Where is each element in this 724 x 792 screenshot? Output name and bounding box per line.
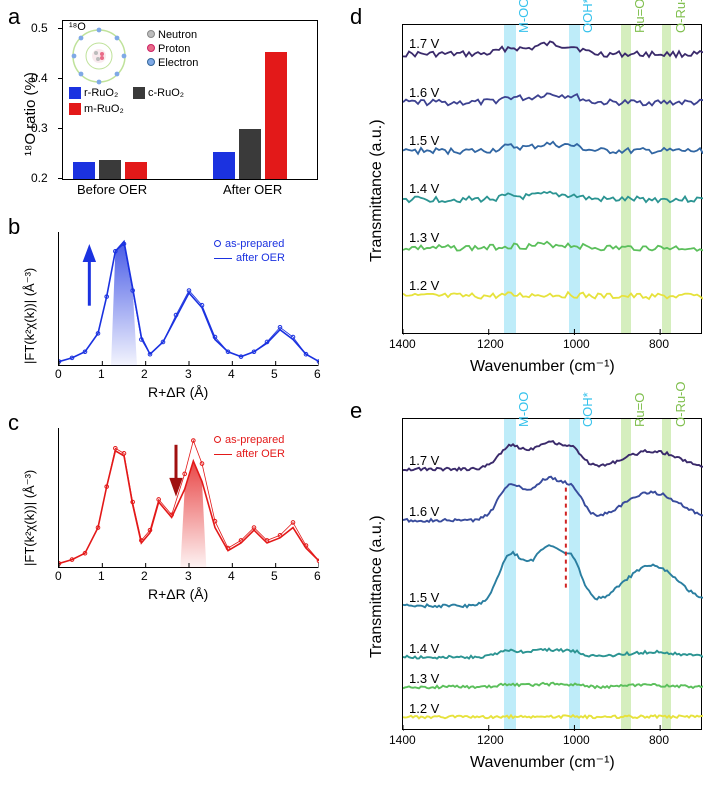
trace-label: 1.6 V	[409, 504, 439, 519]
xtick: 1	[98, 569, 105, 583]
xtick: 1000	[563, 337, 590, 351]
panel-a-ylabel: ¹⁸O ratio (%)	[22, 72, 39, 156]
panel-a-label: a	[8, 4, 20, 30]
xtick: 4	[228, 569, 235, 583]
panel-d-label: d	[350, 4, 362, 30]
xtick: 1	[98, 367, 105, 381]
bar-r-after	[213, 152, 235, 179]
xtick: 1000	[563, 733, 590, 747]
panel-b-ylabel: |FT(k²χ(k))| (Å⁻³)	[22, 268, 38, 364]
trace-label: 1.4 V	[409, 181, 439, 196]
xgroup-label: After OER	[223, 182, 282, 197]
trace-label: 1.5 V	[409, 133, 439, 148]
panel-e-chart: M-OOOOH*Ru=OO-Ru-O 1.7 V1.6 V1.5 V1.4 V1…	[402, 418, 702, 730]
panel-b-legend-after: after OER	[214, 252, 285, 264]
trace-label: 1.3 V	[409, 671, 439, 686]
trace-label: 1.7 V	[409, 36, 439, 51]
trace-label: 1.4 V	[409, 641, 439, 656]
ytick-mark	[58, 28, 63, 29]
xtick: 2	[141, 367, 148, 381]
panel-e-label: e	[350, 398, 362, 424]
xgroup-label: Before OER	[77, 182, 147, 197]
panel-e-xlabel: Wavenumber (cm⁻¹)	[470, 752, 615, 772]
panel-e: e M-OOOOH*Ru=OO-Ru-O 1.7 V1.6 V1.5 V1.4 …	[350, 400, 716, 784]
xtick: 1200	[477, 337, 504, 351]
panel-c-xlabel: R+ΔR (Å)	[148, 586, 208, 602]
panel-b-label: b	[8, 214, 20, 240]
panel-a-chart: 0.2 0.3 0.4 0.5 Before OER After OER	[62, 20, 318, 180]
ytick-mark	[58, 78, 63, 79]
panel-d: d M-OOOOH*Ru=OO-Ru-O 1.7 V1.6 V1.5 V1.4 …	[350, 6, 716, 386]
xtick: 3	[185, 367, 192, 381]
xtick: 0	[55, 569, 62, 583]
xtick: 800	[649, 337, 669, 351]
panel-e-ylabel: Transmittance (a.u.)	[368, 515, 386, 658]
atom-legend-proton: Proton	[147, 43, 190, 55]
bar-r-before	[73, 162, 95, 179]
panel-c-label: c	[8, 410, 19, 436]
ytick: 0.2	[31, 171, 48, 185]
panel-c-legend-asprep: as-prepared	[214, 434, 284, 446]
trace-label: 1.3 V	[409, 230, 439, 245]
legend-r: r-RuO₂	[69, 87, 118, 99]
panel-c: c 0 1 2 3 4 5 6 |FT(k²χ(k))| (Å⁻³) R+ΔR …	[8, 410, 328, 610]
panel-c-ylabel: |FT(k²χ(k))| (Å⁻³)	[22, 470, 38, 566]
xtick: 5	[271, 569, 278, 583]
panel-b: b 0 1 2 3 4 5 6 |FT(k²χ(k))| (Å⁻³) R+ΔR …	[8, 214, 328, 404]
xtick: 2	[141, 569, 148, 583]
xtick: 1200	[477, 733, 504, 747]
xtick: 3	[185, 569, 192, 583]
trace-label: 1.5 V	[409, 590, 439, 605]
ytick: 0.5	[31, 21, 48, 35]
bar-m-before	[125, 162, 147, 179]
xtick: 1400	[389, 337, 416, 351]
atom-legend-electron: Electron	[147, 57, 198, 69]
legend-c: c-RuO₂	[133, 87, 184, 99]
trace-label: 1.2 V	[409, 701, 439, 716]
panel-d-chart: M-OOOOH*Ru=OO-Ru-O 1.7 V1.6 V1.5 V1.4 V1…	[402, 24, 702, 334]
panel-a: a 0.2 0.3 0.4 0.5 Before OER After OER	[8, 6, 328, 206]
atom-legend-neutron: Neutron	[147, 29, 197, 41]
ytick-mark	[58, 128, 63, 129]
xtick: 1400	[389, 733, 416, 747]
atom-inset-label: ¹⁸O	[69, 21, 86, 33]
legend-m: m-RuO₂	[69, 103, 124, 115]
panel-b-xlabel: R+ΔR (Å)	[148, 384, 208, 400]
xtick: 4	[228, 367, 235, 381]
trace-label: 1.2 V	[409, 278, 439, 293]
trace-label: 1.6 V	[409, 85, 439, 100]
bar-c-after	[239, 129, 261, 179]
panel-d-xlabel: Wavenumber (cm⁻¹)	[470, 356, 615, 376]
xtick: 6	[314, 569, 321, 583]
xtick: 5	[271, 367, 278, 381]
bar-m-after	[265, 52, 287, 179]
panel-b-legend-asprep: as-prepared	[214, 238, 284, 250]
xtick: 6	[314, 367, 321, 381]
bar-c-before	[99, 160, 121, 179]
atom-inset-icon	[69, 25, 141, 87]
ytick-mark	[58, 178, 63, 179]
panel-c-legend-after: after OER	[214, 448, 285, 460]
panel-d-svg	[403, 25, 703, 335]
panel-e-svg	[403, 419, 703, 731]
panel-d-ylabel: Transmittance (a.u.)	[368, 119, 386, 262]
xtick: 0	[55, 367, 62, 381]
trace-label: 1.7 V	[409, 453, 439, 468]
xtick: 800	[649, 733, 669, 747]
